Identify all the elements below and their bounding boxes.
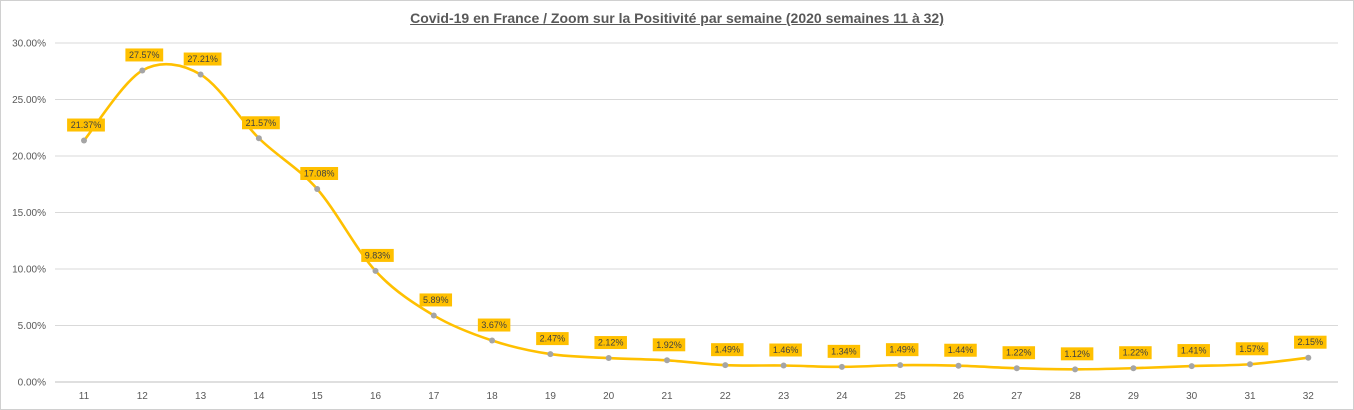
data-label: 2.15% bbox=[1298, 337, 1324, 347]
data-label: 5.89% bbox=[423, 295, 449, 305]
data-point bbox=[897, 362, 904, 369]
data-point bbox=[722, 362, 729, 369]
data-label-box bbox=[944, 343, 977, 357]
data-label: 17.08% bbox=[304, 168, 335, 178]
data-point bbox=[1247, 361, 1253, 368]
data-label: 27.57% bbox=[129, 50, 160, 60]
x-tick-label: 30 bbox=[1186, 391, 1198, 402]
x-tick-label: 20 bbox=[603, 391, 615, 402]
x-tick-label: 18 bbox=[487, 391, 499, 402]
data-label: 1.49% bbox=[889, 345, 915, 355]
data-label: 1.41% bbox=[1181, 346, 1207, 356]
data-label-box bbox=[300, 166, 339, 180]
y-tick-label: 20.00% bbox=[12, 152, 46, 163]
data-point bbox=[489, 337, 496, 344]
x-tick-label: 14 bbox=[253, 391, 265, 402]
x-tick-label: 32 bbox=[1303, 391, 1315, 402]
data-label: 21.57% bbox=[246, 118, 277, 128]
x-tick-label: 22 bbox=[720, 391, 732, 402]
data-point bbox=[547, 351, 554, 358]
x-tick-label: 31 bbox=[1244, 391, 1256, 402]
data-label-box bbox=[1235, 342, 1269, 356]
x-tick-label: 15 bbox=[312, 391, 324, 402]
x-tick-label: 25 bbox=[895, 391, 907, 402]
data-label-box bbox=[1119, 346, 1152, 360]
data-point bbox=[1130, 365, 1137, 372]
data-label: 1.12% bbox=[1064, 349, 1090, 359]
data-point bbox=[314, 185, 321, 192]
data-label-box bbox=[827, 344, 861, 358]
x-tick-label: 13 bbox=[195, 391, 207, 402]
x-tick-label: 19 bbox=[545, 391, 557, 402]
data-label: 1.92% bbox=[656, 340, 682, 350]
x-tick-label: 26 bbox=[953, 391, 965, 402]
data-label: 1.34% bbox=[831, 346, 857, 356]
data-label: 9.83% bbox=[365, 250, 391, 260]
data-label-box bbox=[242, 116, 280, 130]
data-point bbox=[838, 363, 845, 370]
data-label-box bbox=[652, 338, 686, 352]
data-point bbox=[372, 267, 379, 274]
data-point bbox=[780, 362, 787, 369]
x-tick-label: 11 bbox=[79, 391, 90, 402]
data-label: 1.46% bbox=[773, 345, 799, 355]
data-label-box bbox=[361, 248, 394, 262]
y-tick-label: 0.00% bbox=[18, 378, 46, 389]
x-tick-label: 23 bbox=[778, 391, 790, 402]
data-label: 1.44% bbox=[948, 345, 974, 355]
data-point bbox=[197, 71, 204, 78]
data-label: 1.22% bbox=[1006, 348, 1032, 358]
data-label-box bbox=[477, 318, 511, 332]
x-tick-label: 24 bbox=[836, 391, 848, 402]
y-tick-label: 25.00% bbox=[12, 95, 46, 106]
data-label-box bbox=[67, 118, 105, 132]
data-point bbox=[430, 312, 437, 319]
data-point bbox=[139, 67, 146, 74]
data-label-box bbox=[419, 293, 453, 307]
data-label: 1.57% bbox=[1239, 344, 1265, 354]
x-tick-label: 27 bbox=[1011, 391, 1023, 402]
y-tick-label: 5.00% bbox=[18, 321, 46, 332]
data-label: 2.47% bbox=[540, 334, 566, 344]
data-label-box bbox=[885, 343, 919, 357]
data-label: 1.22% bbox=[1123, 348, 1149, 358]
data-point bbox=[664, 357, 670, 364]
data-label-box bbox=[594, 336, 627, 350]
x-tick-label: 16 bbox=[370, 391, 382, 402]
x-tick-label: 17 bbox=[428, 391, 440, 402]
y-tick-label: 30.00% bbox=[12, 39, 46, 50]
data-point bbox=[1072, 366, 1079, 373]
data-label-box bbox=[183, 52, 222, 66]
data-label-box bbox=[711, 343, 744, 357]
x-tick-label: 28 bbox=[1070, 391, 1082, 402]
data-label: 1.49% bbox=[715, 345, 741, 355]
data-point bbox=[1013, 365, 1020, 372]
data-label: 27.21% bbox=[187, 54, 218, 64]
data-label: 2.12% bbox=[598, 338, 624, 348]
x-tick-label: 21 bbox=[661, 391, 673, 402]
x-tick-label: 12 bbox=[137, 391, 149, 402]
data-point bbox=[255, 135, 262, 142]
y-tick-label: 15.00% bbox=[12, 208, 46, 219]
data-point bbox=[1305, 354, 1312, 361]
data-point bbox=[1188, 363, 1195, 370]
data-point bbox=[81, 137, 87, 144]
data-label: 21.37% bbox=[71, 120, 102, 130]
data-label-box bbox=[125, 48, 164, 62]
series-line bbox=[82, 62, 1309, 371]
data-point bbox=[605, 355, 612, 362]
data-label: 3.67% bbox=[481, 320, 507, 330]
x-tick-label: 29 bbox=[1128, 391, 1140, 402]
data-label-box bbox=[1002, 346, 1036, 360]
data-point bbox=[955, 362, 962, 369]
data-label-box bbox=[1177, 344, 1210, 358]
data-label-box bbox=[1060, 347, 1094, 361]
data-label-box bbox=[536, 332, 569, 346]
data-label-box bbox=[769, 343, 802, 357]
data-label-box bbox=[1294, 335, 1327, 349]
y-tick-label: 10.00% bbox=[12, 265, 46, 276]
chart-title: Covid-19 en France / Zoom sur la Positiv… bbox=[410, 10, 944, 26]
